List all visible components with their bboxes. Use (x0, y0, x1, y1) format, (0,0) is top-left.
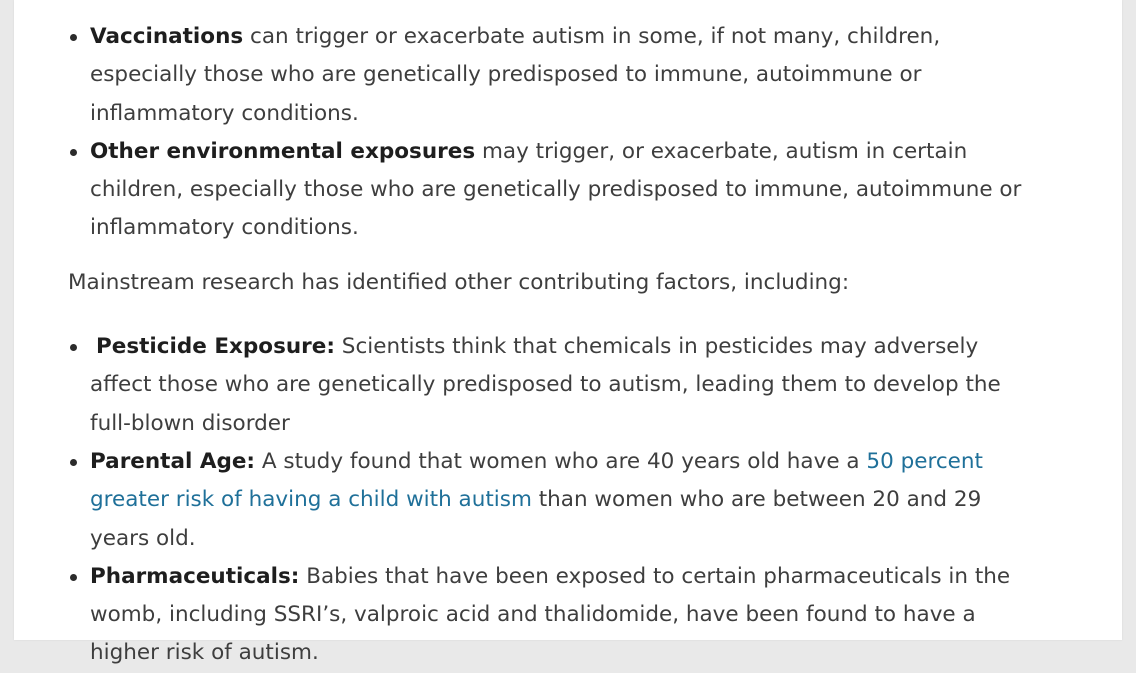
list-item-term: Other environmental exposures (90, 138, 476, 164)
contributing-factors-list: Pesticide Exposure: Scientists think tha… (68, 328, 1028, 673)
list-item-parental-age: Parental Age: A study found that women w… (68, 443, 1028, 558)
study-link[interactable]: 50 percent greater risk of having a chil… (90, 448, 983, 513)
factors-list: Vaccinations can trigger or exacerbate a… (68, 18, 1028, 248)
list-item-term: Parental Age: (90, 448, 256, 474)
list-item-term: Pesticide Exposure: (96, 334, 335, 360)
list-item-term: Pharmaceuticals: (90, 563, 300, 589)
article-content: Vaccinations can trigger or exacerbate a… (68, 18, 1028, 673)
intro-paragraph: Mainstream research has identified other… (68, 269, 850, 295)
list-item-text: A study found that women who are 40 year… (255, 448, 867, 474)
list-item-text: can trigger or exacerbate autism in some… (90, 24, 941, 126)
list-item-text: may trigger, or exacerbate, autism in ce… (90, 138, 1022, 241)
list-item-vaccinations: Vaccinations can trigger or exacerbate a… (68, 18, 1028, 133)
article-page: Vaccinations can trigger or exacerbate a… (14, 0, 1122, 665)
list-item-term: Vaccinations (90, 24, 244, 49)
list-item-pesticide-exposure: Pesticide Exposure: Scientists think tha… (68, 328, 1028, 443)
list-item-text: Scientists think that chemicals in pesti… (90, 334, 1001, 436)
list-item-text: than women who are between 20 and 29 yea… (90, 487, 982, 551)
list-item-environmental-exposures: Other environmental exposures may trigge… (68, 133, 1028, 248)
list-item-pharmaceuticals: Pharmaceuticals: Babies that have been e… (68, 558, 1028, 673)
